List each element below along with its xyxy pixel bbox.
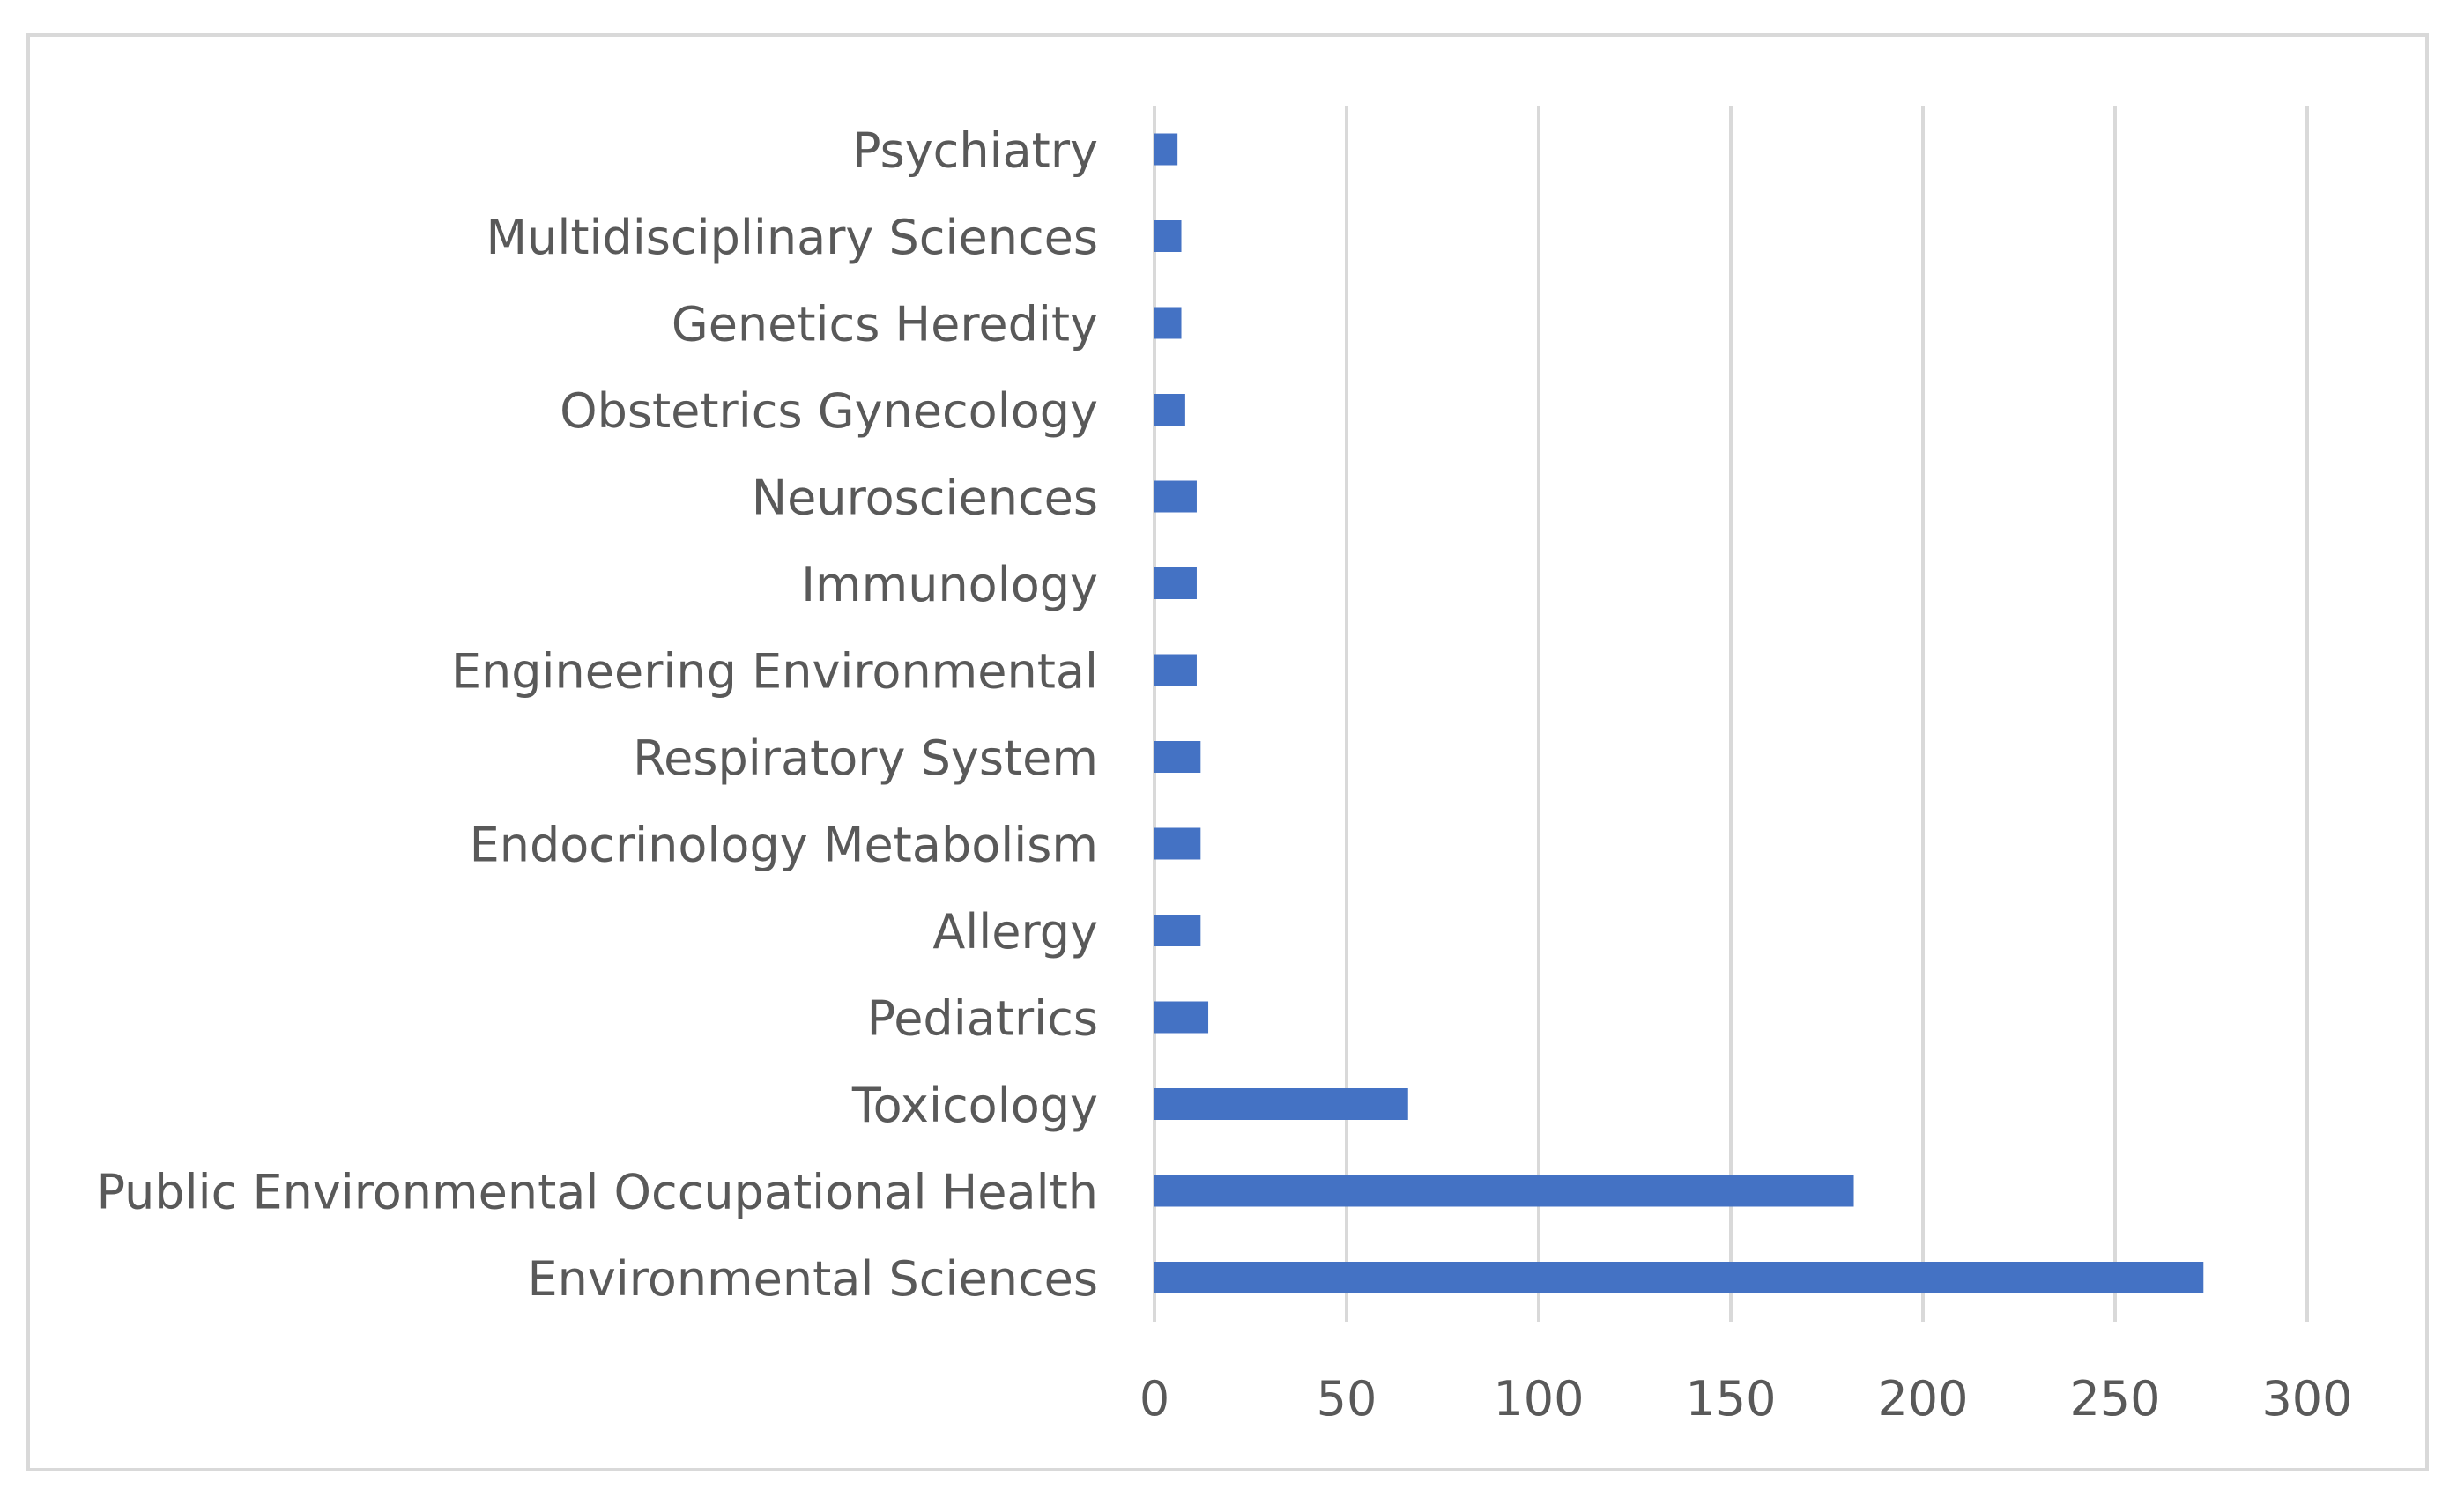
category-label: Obstetrics Gynecology [560,383,1098,439]
x-tick-label: 300 [2261,1371,2352,1427]
bar-3[interactable] [1154,1001,1209,1034]
bar-2[interactable] [1154,1088,1408,1120]
category-label: Neurosciences [752,471,1098,526]
bar-6[interactable] [1154,741,1201,773]
category-label: Psychiatry [852,123,1098,179]
category-label: Toxicology [851,1078,1098,1133]
category-label: Genetics Heredity [672,297,1098,352]
bar-11[interactable] [1154,307,1182,339]
category-label: Endocrinology Metabolism [470,818,1098,873]
x-tick-label: 200 [1877,1371,1968,1427]
category-label: Multidisciplinary Sciences [486,210,1099,265]
x-tick-label: 150 [1685,1371,1776,1427]
x-tick-label: 250 [2069,1371,2160,1427]
bar-12[interactable] [1154,220,1182,252]
bar-10[interactable] [1154,394,1185,426]
bar-8[interactable] [1154,567,1197,599]
bar-0[interactable] [1154,1262,2204,1293]
bar-9[interactable] [1154,480,1197,513]
bar-5[interactable] [1154,827,1201,860]
bar-4[interactable] [1154,915,1201,946]
x-tick-label: 50 [1317,1371,1377,1427]
category-label: Environmental Sciences [527,1251,1098,1307]
category-label: Public Environmental Occupational Health [96,1165,1098,1220]
category-label: Immunology [801,557,1098,612]
bar-1[interactable] [1154,1175,1854,1207]
category-label: Allergy [932,904,1098,960]
category-label: Pediatrics [867,991,1098,1047]
x-tick-label: 100 [1493,1371,1584,1427]
bar-7[interactable] [1154,654,1197,686]
category-label: Respiratory System [633,730,1098,786]
bar-13[interactable] [1154,133,1178,166]
category-label: Engineering Environmental [451,644,1098,700]
chart-frame [26,33,2429,1471]
x-tick-label: 0 [1139,1371,1169,1427]
